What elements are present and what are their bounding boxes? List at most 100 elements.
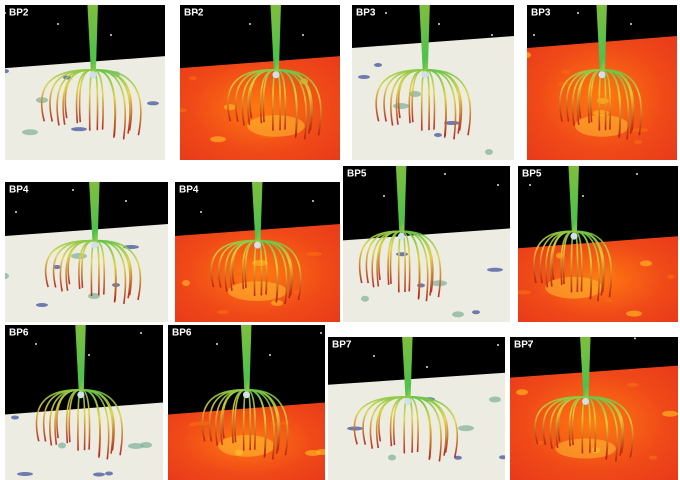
panel-label: BP5: [347, 168, 367, 179]
panel-content: [352, 5, 514, 160]
null-point: [582, 398, 589, 405]
panel: BP7: [328, 337, 507, 480]
null-point: [90, 71, 97, 78]
star: [634, 337, 636, 339]
floor-spot: [489, 397, 501, 403]
floor-spot: [396, 252, 408, 256]
star: [497, 184, 499, 186]
floor-spot: [556, 253, 564, 259]
null-point: [404, 398, 411, 405]
star: [200, 211, 202, 213]
panel: BP3: [352, 5, 514, 160]
null-point: [421, 71, 428, 78]
panel-content: [1, 182, 168, 322]
panel-content: [175, 182, 340, 322]
panel-label: BP6: [172, 327, 192, 338]
star: [140, 332, 142, 334]
floor-spot: [210, 136, 226, 142]
panel-content: [168, 325, 328, 480]
floor-spot: [393, 103, 409, 109]
panel: BP4: [175, 182, 340, 322]
star: [302, 34, 304, 36]
floor-spot: [175, 108, 187, 112]
panel-label: BP2: [9, 7, 29, 18]
null-point: [243, 391, 250, 398]
null-point: [273, 71, 280, 78]
panel-content: [328, 337, 507, 480]
floor-spot: [1, 69, 9, 73]
floor-spot: [305, 450, 321, 456]
star: [385, 12, 387, 14]
floor-spot: [562, 70, 570, 74]
floor-spot: [71, 253, 87, 259]
floor-spot: [93, 473, 105, 477]
null-point: [571, 233, 578, 240]
floor-spot: [431, 280, 447, 286]
floor-spot: [58, 443, 66, 449]
floor-spot: [147, 101, 159, 105]
floor-spot: [458, 425, 474, 431]
floor-spot: [499, 455, 507, 459]
footpoint-glow: [545, 277, 603, 299]
star: [320, 332, 322, 334]
floor-spot: [17, 472, 33, 476]
floor-spot: [417, 283, 425, 287]
floor-spot: [409, 91, 421, 97]
null-point: [77, 391, 84, 398]
floor-spot: [388, 455, 396, 461]
panel-content: [1, 5, 165, 160]
panel: BP5: [343, 166, 510, 322]
panel-label: BP7: [514, 339, 534, 350]
floor-spot: [1, 273, 9, 279]
floor-spot: [374, 63, 382, 67]
floor-spot: [487, 268, 503, 272]
panel-label: BP4: [179, 184, 199, 195]
star: [491, 34, 493, 36]
floor-spot: [627, 383, 639, 387]
star: [4, 12, 6, 14]
star: [72, 189, 74, 191]
floor-spot: [361, 296, 369, 302]
star: [438, 23, 440, 25]
figure: BP2 BP2 BP3 BP3 BP4 BP4 BP5 BP5 BP6 BP6 BP7 BP7: [0, 0, 680, 480]
panel-content: [523, 5, 677, 160]
floor-spot: [22, 129, 38, 135]
panel: BP4: [1, 182, 168, 322]
panel-label: BP6: [9, 327, 29, 338]
panel: BP7: [510, 337, 678, 480]
star: [216, 343, 218, 345]
null-point: [254, 242, 261, 249]
floor-spot: [485, 149, 493, 155]
panel-label: BP3: [356, 7, 376, 18]
floor-spot: [189, 423, 197, 427]
panel: BP2: [175, 5, 340, 160]
floor-spot: [434, 133, 442, 137]
floor-spot: [523, 52, 531, 58]
floor-spot: [452, 311, 464, 317]
floor: [5, 224, 168, 322]
floor-spot: [217, 310, 229, 314]
star: [373, 355, 375, 357]
floor-spot: [662, 411, 678, 417]
star: [577, 12, 579, 14]
star: [444, 173, 446, 175]
null-point: [91, 242, 98, 249]
panel: BP5: [515, 166, 678, 322]
star: [15, 211, 17, 213]
star: [533, 34, 535, 36]
floor-spot: [605, 298, 613, 302]
floor-spot: [224, 104, 236, 110]
panel-content: [5, 325, 163, 480]
panel-label: BP3: [531, 7, 551, 18]
floor-spot: [306, 252, 322, 256]
floor-spot: [649, 456, 657, 460]
panel: BP6: [168, 325, 328, 480]
floor-spot: [182, 280, 190, 286]
star: [630, 23, 632, 25]
panel-content: [515, 166, 678, 322]
floor-spot: [358, 75, 370, 79]
panel-label: BP7: [332, 339, 352, 350]
floor-spot: [626, 311, 642, 317]
star: [529, 184, 531, 186]
star: [269, 354, 271, 356]
